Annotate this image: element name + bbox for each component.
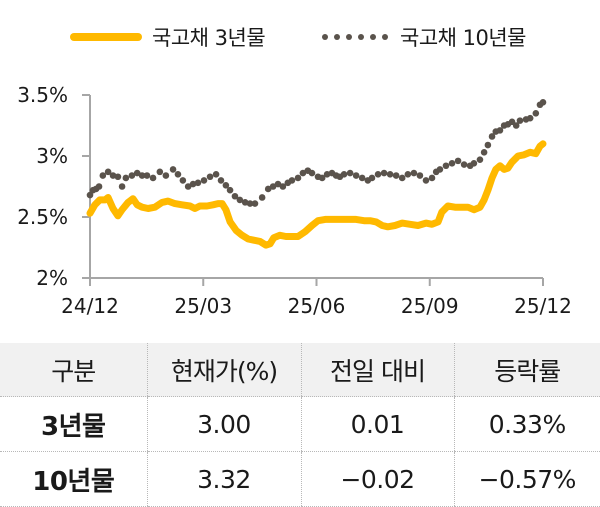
legend-item-10y: 국고채 10년물	[322, 22, 527, 52]
header-rate: 등락률	[453, 343, 600, 397]
header-price: 현재가(%)	[146, 343, 301, 397]
x-tick-label: 25/06	[288, 294, 346, 318]
y-tick-label: 2.5%	[17, 205, 68, 229]
row-price: 3.32	[146, 451, 301, 507]
row-change: −0.02	[300, 451, 454, 507]
legend-dots-swatch-icon	[322, 34, 388, 40]
series-10y-dots	[86, 99, 547, 207]
row-price: 3.00	[146, 396, 301, 452]
x-tick-label: 25/03	[174, 294, 232, 318]
legend-label-10y: 국고채 10년물	[400, 26, 527, 50]
legend-label-3y: 국고채 3년물	[152, 26, 266, 50]
chart-legend: 국고채 3년물 국고채 10년물	[0, 22, 600, 52]
x-tick-label: 25/09	[401, 294, 459, 318]
table-row: 3년물 3.00 0.01 0.33%	[0, 396, 600, 452]
header-category: 구분	[0, 343, 147, 397]
row-change: 0.01	[300, 396, 454, 452]
row-rate: −0.57%	[453, 451, 600, 507]
y-tick-label: 3%	[36, 144, 68, 168]
header-change: 전일 대비	[300, 343, 454, 397]
row-rate: 0.33%	[453, 396, 600, 452]
legend-line-swatch-icon	[70, 33, 142, 41]
row-name: 10년물	[0, 451, 147, 507]
yield-table: 구분 현재가(%) 전일 대비 등락률 3년물 3.00 0.01 0.33% …	[0, 343, 600, 507]
x-tick-label: 24/12	[61, 294, 119, 318]
series-3y-line	[86, 140, 547, 249]
chart-axes: 2% 2.5% 3% 3.5% 24/12 25/03 25/06 25/09 25/12	[17, 83, 572, 318]
y-tick-label: 3.5%	[17, 83, 68, 107]
y-tick-label: 2%	[36, 266, 68, 290]
legend-item-3y: 국고채 3년물	[70, 22, 266, 52]
yield-line-chart: 2% 2.5% 3% 3.5% 24/12 25/03 25/06 25/09 25/12	[17, 83, 572, 318]
table-header-row: 구분 현재가(%) 전일 대비 등락률	[0, 343, 600, 397]
table-row: 10년물 3.32 −0.02 −0.57%	[0, 451, 600, 507]
x-tick-label: 25/12	[514, 294, 572, 318]
row-name: 3년물	[0, 396, 147, 452]
